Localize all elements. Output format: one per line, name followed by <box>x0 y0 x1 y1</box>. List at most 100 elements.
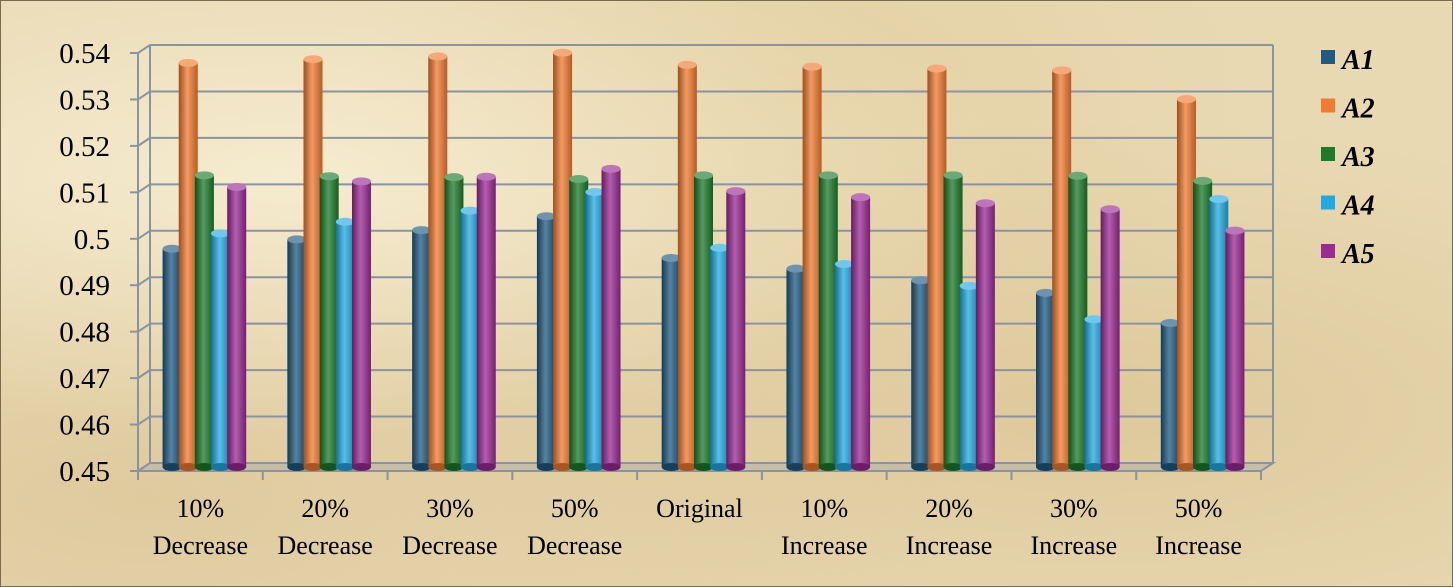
bar-top <box>851 193 871 202</box>
bar-body <box>178 62 198 467</box>
bar-body <box>287 239 307 467</box>
bar-body <box>319 176 339 467</box>
bar-body <box>943 175 963 467</box>
bar-body <box>460 210 480 468</box>
bar-top <box>802 62 822 71</box>
bar-top <box>710 243 730 252</box>
bar-A1-7 <box>1036 288 1056 471</box>
bar-body <box>1176 99 1196 467</box>
legend-label-A3: A3 <box>1340 142 1375 173</box>
bar-base <box>1100 463 1120 471</box>
bar-base <box>959 463 979 471</box>
bar-A5-4 <box>726 187 746 471</box>
y-tick-label: 0.52 <box>59 131 110 163</box>
bar-base <box>1036 463 1056 471</box>
bar-base <box>1160 463 1180 471</box>
bar-body <box>162 248 182 467</box>
bar-top <box>303 55 323 64</box>
legend-swatch-A1 <box>1321 50 1335 64</box>
bar-base <box>694 463 713 471</box>
bar-base <box>927 463 947 471</box>
bar-base <box>585 463 605 471</box>
bar-top <box>786 264 806 273</box>
bar-base <box>335 463 355 471</box>
y-tick-label: 0.5 <box>74 224 110 256</box>
x-tick-label: Original <box>656 494 743 523</box>
bar-A2-6 <box>927 64 947 471</box>
bar-base <box>1068 463 1088 471</box>
bar-A1-3 <box>536 212 556 471</box>
bar-base <box>1176 463 1196 471</box>
bar-top <box>943 171 963 180</box>
bar-A5-1 <box>351 177 371 471</box>
bar-body <box>975 203 995 467</box>
bar-body <box>1068 175 1088 467</box>
bar-top <box>818 171 838 180</box>
x-tick-label: 30% <box>1050 494 1098 523</box>
bar-base <box>162 463 182 471</box>
bar-A4-0 <box>211 229 231 471</box>
bar-top <box>975 199 995 208</box>
bar-base <box>444 463 464 471</box>
x-tick-label: Increase <box>781 531 868 560</box>
bar-A3-1 <box>319 172 339 471</box>
bar-body <box>553 52 573 468</box>
bar-base <box>943 463 963 471</box>
legend-swatch-A5 <box>1321 244 1335 258</box>
bar-body <box>569 179 589 468</box>
bar-body <box>227 186 247 467</box>
bar-top <box>1176 95 1196 104</box>
x-tick-label: 30% <box>426 494 474 523</box>
bar-top <box>412 226 432 235</box>
bar-body <box>661 258 681 467</box>
bar-top <box>428 52 448 61</box>
bar-A2-3 <box>553 48 573 471</box>
bar-top <box>444 173 464 182</box>
bar-top <box>1100 205 1120 214</box>
gridline-depth <box>137 183 151 194</box>
x-tick-label: 10% <box>177 494 225 523</box>
bar-body <box>851 197 871 467</box>
bar-A1-4 <box>661 254 681 471</box>
x-tick-label: Increase <box>1031 531 1118 560</box>
bar-base <box>851 463 871 471</box>
bar-top <box>1084 315 1104 324</box>
bar-A1-1 <box>287 235 307 471</box>
bar-A2-7 <box>1052 66 1072 471</box>
bar-base <box>677 463 697 471</box>
bar-A4-6 <box>959 281 979 471</box>
bar-base <box>319 463 339 471</box>
bar-body <box>927 68 947 468</box>
bar-body <box>1084 319 1104 467</box>
y-tick-label: 0.51 <box>59 177 110 209</box>
bar-A3-4 <box>694 171 713 471</box>
bar-body <box>1193 180 1213 467</box>
bar-A5-0 <box>227 182 247 471</box>
bar-base <box>661 463 681 471</box>
bar-body <box>601 168 621 467</box>
bar-A4-2 <box>460 206 480 471</box>
bar-base <box>786 463 806 471</box>
bar-body <box>444 177 464 468</box>
bar-A4-3 <box>585 188 605 471</box>
bar-top <box>661 254 681 262</box>
bar-A3-6 <box>943 171 963 471</box>
gridline-depth <box>137 90 151 101</box>
bar-base <box>1209 463 1229 471</box>
bar-A5-7 <box>1100 205 1120 471</box>
bar-top <box>1052 66 1072 75</box>
bar-A4-4 <box>710 243 730 471</box>
bar-body <box>303 59 323 468</box>
x-tick-label: 20% <box>925 494 973 523</box>
bar-A5-6 <box>975 199 995 471</box>
bar-top <box>1068 171 1088 180</box>
bar-top <box>927 64 947 73</box>
gridline-depth <box>137 276 151 287</box>
bar-top <box>1225 226 1245 235</box>
bar-base <box>553 463 573 471</box>
bar-base <box>1225 463 1245 471</box>
x-tick-label: 20% <box>301 494 349 523</box>
bar-A1-5 <box>786 264 806 471</box>
bar-body <box>1225 230 1245 467</box>
